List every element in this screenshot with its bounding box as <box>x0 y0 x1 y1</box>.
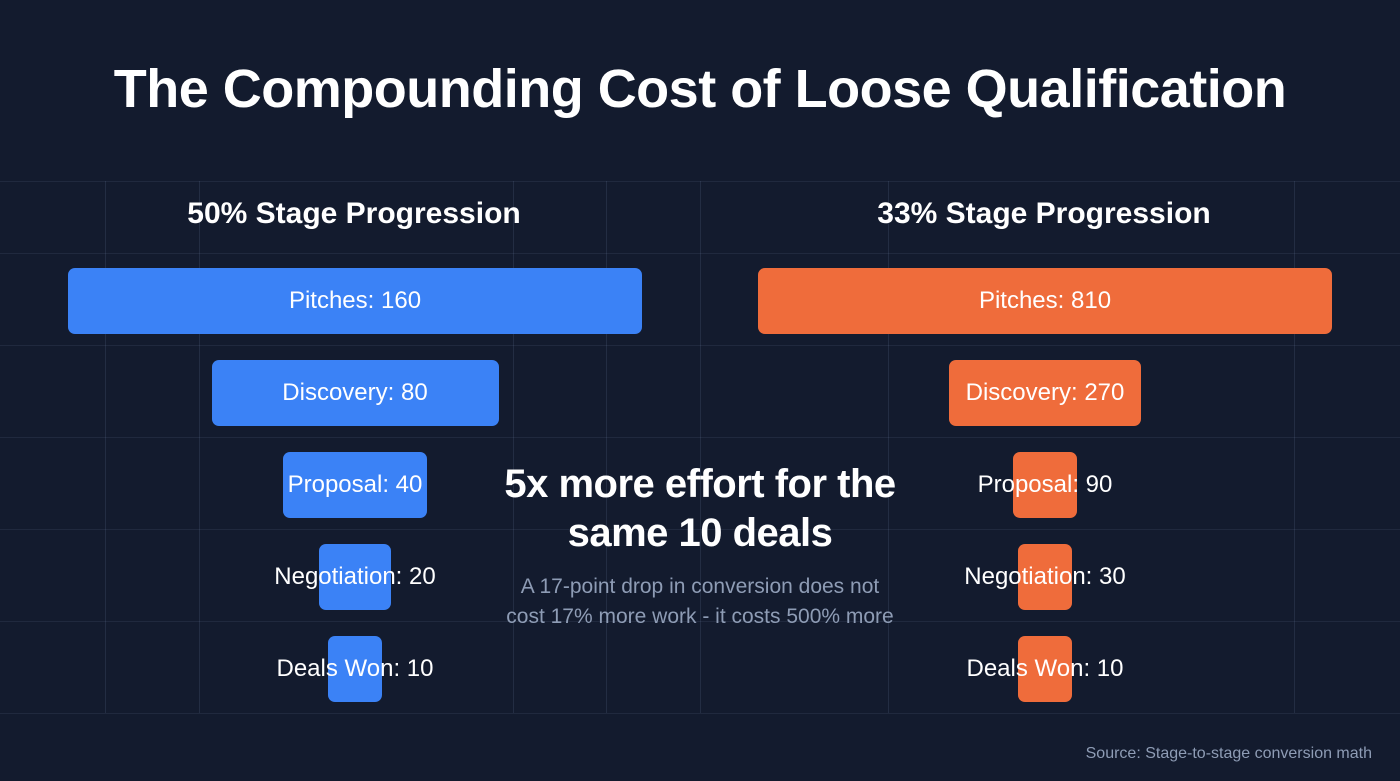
funnel-row: Pitches: 810 <box>758 255 1332 347</box>
callout-headline: 5x more effort for the same 10 deals <box>504 462 896 555</box>
funnel-row: Proposal: 40 <box>68 439 642 531</box>
funnel-bar-label: Proposal: 40 <box>287 471 423 498</box>
page-title: The Compounding Cost of Loose Qualificat… <box>113 59 1287 119</box>
funnel-bar-label: Pitches: 810 <box>978 287 1112 314</box>
funnel-bar <box>68 268 642 334</box>
funnel-bar <box>1018 636 1072 702</box>
funnel-bar <box>1018 544 1072 610</box>
funnel-row: Discovery: 80 <box>68 347 642 439</box>
grid-hline <box>0 181 1400 182</box>
funnel-row: Negotiation: 30 <box>758 531 1332 623</box>
column-header-right: 33% Stage Progression <box>877 197 1211 230</box>
funnel-bar-label: Deals Won: 10 <box>966 655 1124 682</box>
funnel-column-left: Pitches: 160 Discovery: 80 Proposal: 40 Neg… <box>68 255 642 705</box>
funnel-row: Discovery: 270 <box>758 347 1332 439</box>
funnel-row: Deals Won: 10 <box>758 623 1332 715</box>
funnel-bar-label: Deals Won: 10 <box>276 655 434 682</box>
funnel-row: Proposal: 90 <box>758 439 1332 531</box>
funnel-bar <box>949 360 1141 426</box>
funnel-bar <box>319 544 391 610</box>
funnel-bar-label: Negotiation: 30 <box>964 563 1126 590</box>
funnel-column-right: Pitches: 810 Discovery: 270 Proposal: 90 Ne… <box>758 255 1332 705</box>
funnel-bar <box>211 360 499 426</box>
callout: 5x more effort for the same 10 deals A 1… <box>500 460 900 632</box>
funnel-bar <box>1013 452 1077 518</box>
funnel-row: Pitches: 160 <box>68 255 642 347</box>
funnel-bar-label: Negotiation: 20 <box>274 563 436 590</box>
funnel-bar-label: Discovery: 80 <box>282 379 428 406</box>
column-header-left: 50% Stage Progression <box>187 197 521 230</box>
funnel-bar-label: Proposal: 90 <box>977 471 1113 498</box>
grid-vline <box>700 181 701 713</box>
funnel-bar <box>328 636 382 702</box>
funnel-bar-label: Discovery: 270 <box>965 379 1125 406</box>
source-note: Source: Stage-to-stage conversion math <box>1085 745 1372 762</box>
funnel-row: Deals Won: 10 <box>68 623 642 715</box>
funnel-bar <box>758 268 1332 334</box>
funnel-bar <box>283 452 427 518</box>
funnel-bar-label: Pitches: 160 <box>288 287 422 314</box>
callout-subtext: A 17-point drop in conversion does not c… <box>506 574 894 629</box>
grid-hline <box>0 253 1400 254</box>
funnel-row: Negotiation: 20 <box>68 531 642 623</box>
